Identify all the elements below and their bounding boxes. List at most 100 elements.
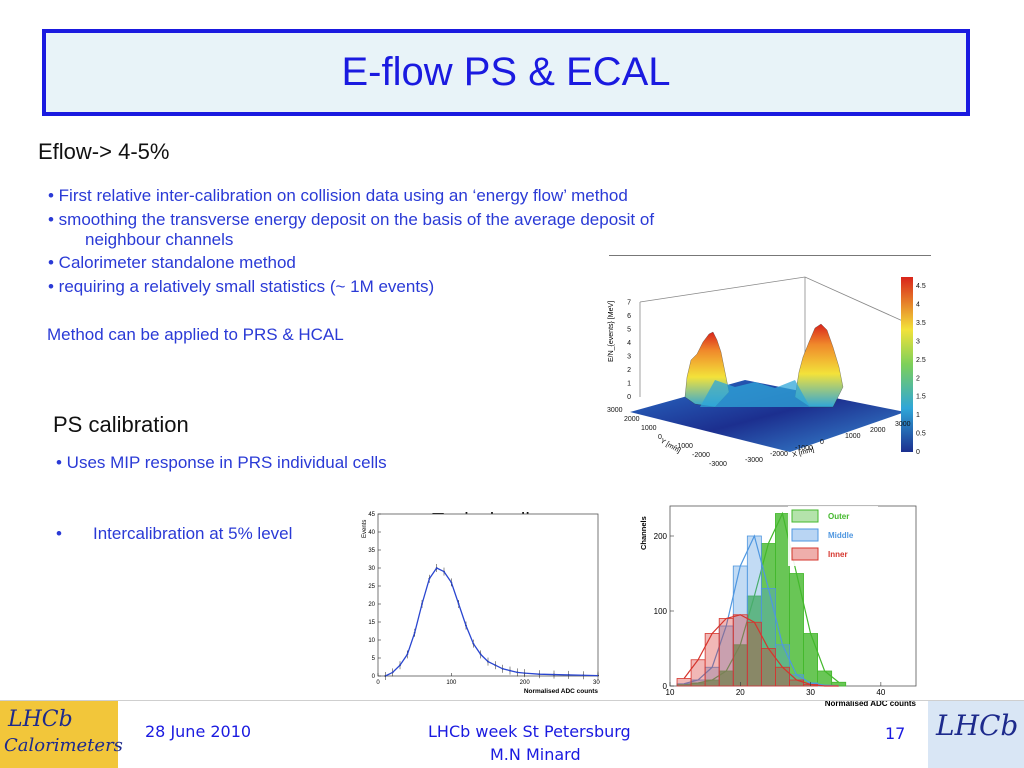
chan-bar-inner <box>789 679 804 687</box>
footer-divider <box>0 700 1024 701</box>
chan-bar-inner <box>690 659 706 687</box>
chan-bar-inner <box>775 666 790 687</box>
chan-legend-box <box>788 506 878 566</box>
y-tick-label: -1000 <box>675 443 693 450</box>
z-tick-label: 6 <box>627 313 631 320</box>
lego-y-label: Y [mm] <box>659 438 682 455</box>
x-tick-label: -2000 <box>770 451 788 458</box>
colorbar-tick-label: 0.5 <box>916 431 926 438</box>
cell-y-tick-label: 15 <box>368 620 375 626</box>
chan-bar-inner <box>718 618 734 687</box>
title-box: E-flow PS & ECAL <box>42 29 970 116</box>
cell-fit-curve <box>385 567 599 677</box>
z-tick-label: 3 <box>627 354 631 361</box>
logo-right-text: LHCb <box>936 709 1019 742</box>
chan-bar-inner <box>732 614 748 687</box>
cell-y-tick-label: 35 <box>368 548 375 554</box>
cell-x-axis-label: Normalised ADC counts <box>524 688 599 695</box>
legend-label-outer: Outer <box>828 512 849 521</box>
z-tick-label: 7 <box>627 300 631 307</box>
cell-x-tick-label: 0 <box>376 680 380 686</box>
chan-bar-outer <box>789 573 804 687</box>
colorbar-tick-label: 3 <box>916 338 920 345</box>
legend-swatch-inner <box>791 547 819 561</box>
x-tick-label: -3000 <box>745 457 763 464</box>
cell-y-tick-label: 20 <box>368 602 375 608</box>
chan-x-axis-label: Normalised ADC counts <box>825 699 917 708</box>
chan-y-tick-label: 200 <box>654 532 668 541</box>
y-tick-label: -2000 <box>692 452 710 459</box>
chan-x-tick-label: 30 <box>806 688 815 697</box>
chan-x-tick-label: 20 <box>736 688 745 697</box>
cell-y-tick-label: 0 <box>372 674 376 680</box>
y-tick-label: 0 <box>658 434 662 441</box>
eflow-heading: Eflow-> 4-5% <box>38 139 170 164</box>
bullet-2: • smoothing the transverse energy deposi… <box>48 210 655 229</box>
cell-y-tick-label: 5 <box>372 656 376 662</box>
cell-plot-frame <box>377 513 599 677</box>
chan-bar-outer <box>803 633 819 687</box>
cell-y-tick-label: 30 <box>368 566 375 572</box>
legend-label-inner: Inner <box>828 550 848 559</box>
ps-heading: PS calibration <box>53 412 189 437</box>
chan-y-axis-label: Channels <box>639 516 648 550</box>
x-tick-label: 1000 <box>845 433 861 440</box>
z-tick-label: 4 <box>627 340 631 347</box>
cell-y-axis-label: Events <box>362 520 368 538</box>
colorbar-tick-label: 1 <box>916 412 920 419</box>
bullet-1: • First relative inter-calibration on co… <box>48 186 628 205</box>
chan-y-tick-label: 100 <box>654 607 668 616</box>
colorbar-tick-label: 4.5 <box>916 283 926 290</box>
legend-swatch-middle <box>791 528 819 542</box>
colorbar-tick-label: 3.5 <box>916 320 926 327</box>
lego-plot: 0 0.5 1 1.5 2 2.5 3 3.5 4 4.5 0 1 2 3 4 5 6 7 E/N_{event… <box>607 276 926 467</box>
chan-legend: Outer Middle Inner <box>788 506 878 566</box>
chan-y-tick-label: 0 <box>663 682 668 691</box>
chan-fit-inner <box>683 614 839 687</box>
channels-chart: 0 100 200 10 20 30 40 Channels Normalised ADC co… <box>639 505 917 708</box>
colorbar-tick-label: 0 <box>916 449 920 456</box>
colorbar-tick-label: 1.5 <box>916 394 926 401</box>
page-number: 17 <box>885 724 906 743</box>
footer-event: LHCb week St Petersburg <box>428 722 631 741</box>
cell-y-tick-label: 45 <box>368 512 375 518</box>
y-tick-label: 1000 <box>641 425 657 432</box>
footer-date: 28 June 2010 <box>145 722 252 741</box>
colorbar-tick-label: 2 <box>916 375 920 382</box>
lego-z-label: E/N_{events} [MeV] <box>608 301 615 362</box>
typical-cell-chart: 0 5 10 15 20 25 30 35 40 45 0 100 200 300 Events Normal… <box>362 512 600 695</box>
z-tick-label: 0 <box>627 394 631 401</box>
z-tick-label: 1 <box>627 381 631 388</box>
chan-x-tick-label: 40 <box>876 688 885 697</box>
ps-bullet: • Uses MIP response in PRS individual ce… <box>56 453 387 472</box>
legend-swatch-outer <box>791 509 819 523</box>
x-tick-label: 0 <box>820 439 824 446</box>
lego-colorbar <box>901 277 913 452</box>
y-tick-label: 2000 <box>624 416 640 423</box>
method-note: Method can be applied to PRS & HCAL <box>47 325 344 344</box>
slide-title: E-flow PS & ECAL <box>341 50 671 94</box>
bullet-4: • requiring a relatively small statistic… <box>48 277 435 296</box>
divider-line <box>609 255 931 256</box>
colorbar-tick-label: 2.5 <box>916 357 926 364</box>
lego-peak-right <box>794 323 844 408</box>
bullet-2-continuation: neighbour channels <box>85 230 234 249</box>
cell-y-tick-label: 10 <box>368 638 375 644</box>
cell-x-tick-label: 200 <box>520 680 531 686</box>
intercal-text: Intercalibration at 5% level <box>93 524 293 543</box>
intercal-bullet-mark: • <box>56 524 62 543</box>
x-tick-label: -1000 <box>795 445 813 452</box>
chan-fit-middle <box>683 534 839 687</box>
cell-x-tick-label: 100 <box>446 680 457 686</box>
chan-x-tick-label: 10 <box>666 688 675 697</box>
logo-left-line1: LHCb <box>8 707 73 732</box>
cell-y-tick-label: 25 <box>368 584 375 590</box>
chan-bar-outer <box>831 681 847 687</box>
chan-bar-outer <box>817 670 833 687</box>
z-tick-label: 5 <box>627 327 631 334</box>
z-tick-label: 2 <box>627 367 631 374</box>
footer-author: M.N Minard <box>490 745 581 764</box>
x-tick-label: 3000 <box>895 421 911 428</box>
legend-label-middle: Middle <box>828 531 854 540</box>
lhcb-calorimeters-logo: LHCb Calorimeters <box>0 701 123 768</box>
